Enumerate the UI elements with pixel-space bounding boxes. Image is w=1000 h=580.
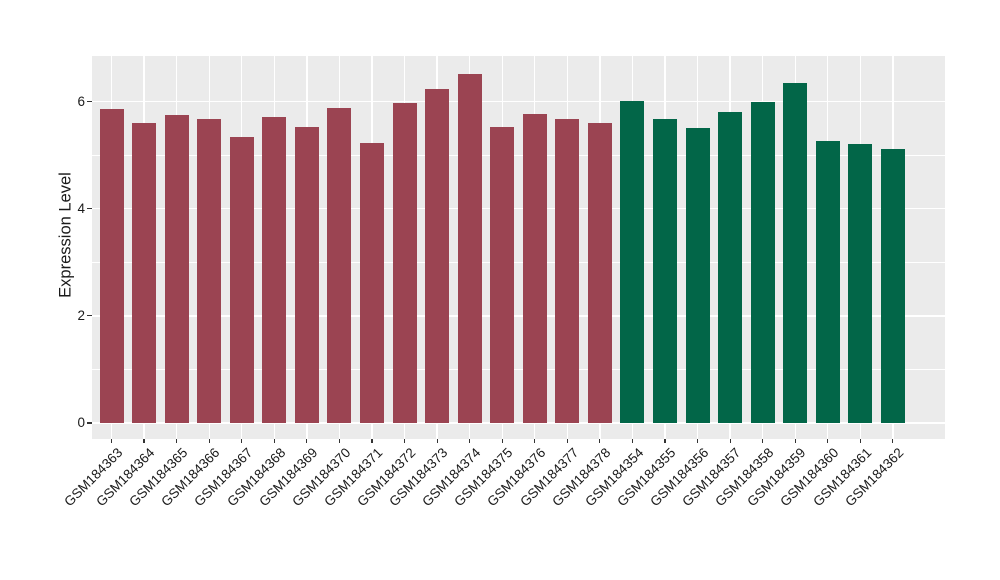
x-axis-tick	[892, 439, 894, 443]
x-axis-tick	[599, 439, 601, 443]
major-gridline	[92, 315, 945, 317]
major-gridline	[92, 207, 945, 210]
y-axis-tick-label: 2	[77, 308, 85, 324]
bar	[750, 102, 775, 423]
bar	[490, 127, 515, 423]
bar	[392, 103, 417, 423]
y-axis-tick-label: 4	[77, 200, 85, 216]
bar	[718, 112, 743, 423]
bar	[294, 127, 319, 423]
y-axis-tick	[87, 100, 92, 102]
x-axis-tick	[403, 439, 406, 443]
y-axis-tick	[87, 315, 92, 317]
x-axis-tick	[143, 439, 145, 443]
x-axis-tick	[762, 439, 764, 443]
x-axis-tick	[827, 439, 829, 443]
bar	[587, 122, 612, 423]
x-axis-tick	[664, 439, 666, 443]
bar	[653, 118, 677, 423]
y-axis-tick	[87, 208, 92, 210]
bar	[99, 108, 124, 423]
x-axis-tick	[208, 439, 210, 443]
major-gridline	[92, 100, 945, 103]
bar	[262, 116, 287, 423]
x-axis-tick	[110, 439, 113, 443]
x-axis-tick	[469, 439, 471, 443]
minor-gridline	[92, 154, 945, 156]
bar	[229, 136, 254, 423]
bar	[164, 115, 189, 423]
bar	[522, 114, 547, 423]
x-axis-tick	[631, 439, 634, 443]
x-axis-tick	[176, 439, 178, 443]
x-axis-tick	[566, 439, 568, 443]
x-axis-tick	[436, 439, 438, 443]
plot-panel	[92, 56, 945, 439]
bar	[685, 128, 710, 423]
bar	[815, 140, 840, 423]
bar	[132, 123, 157, 423]
x-axis-tick	[371, 439, 373, 443]
x-axis-tick	[729, 439, 731, 443]
x-axis-tick	[306, 439, 308, 443]
minor-gridline	[92, 261, 945, 263]
bar	[783, 82, 808, 423]
bar	[880, 148, 905, 423]
x-axis-tick	[859, 439, 861, 443]
bar	[327, 107, 352, 423]
x-axis-tick	[534, 439, 536, 443]
bar	[197, 118, 222, 423]
major-gridline	[92, 422, 945, 424]
y-axis-tick	[87, 422, 92, 424]
y-axis-tick-label: 6	[77, 93, 85, 109]
x-axis-tick	[501, 439, 503, 443]
x-axis-tick	[273, 439, 275, 443]
x-axis-tick	[794, 439, 796, 443]
bar	[620, 101, 645, 423]
y-axis-title-text: Expression Level	[56, 172, 75, 298]
bar	[848, 144, 873, 423]
bar	[555, 118, 580, 423]
bar	[359, 143, 384, 423]
x-axis-tick	[696, 439, 699, 443]
y-axis-tick-label: 0	[77, 415, 85, 431]
x-axis-tick	[338, 439, 341, 443]
x-axis-tick	[241, 439, 243, 443]
minor-gridline	[92, 369, 945, 370]
bar	[457, 73, 482, 423]
bar	[425, 89, 450, 423]
